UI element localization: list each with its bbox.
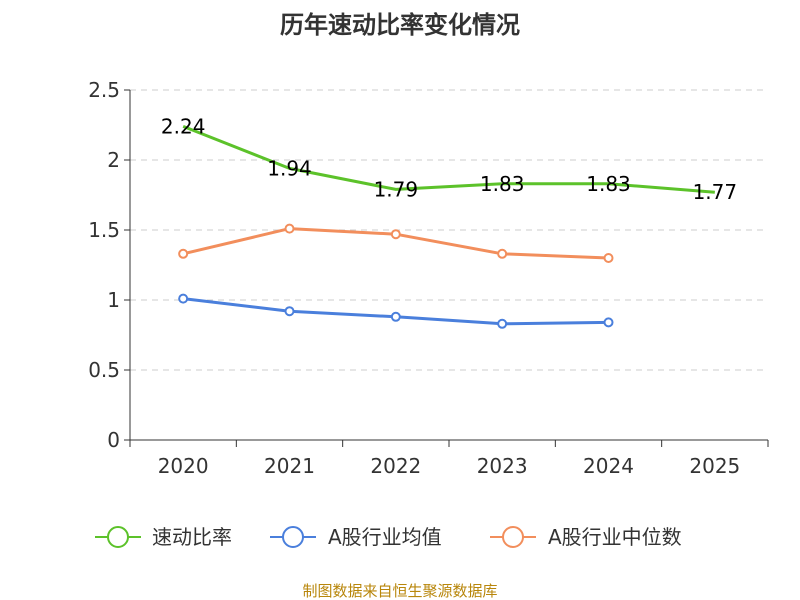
- data-point-1-2021: [284, 306, 295, 317]
- data-point-2-2023: [497, 248, 508, 259]
- x-tick-label-2020: 2020: [158, 454, 209, 478]
- y-tick-label-1: 0.5: [88, 358, 120, 382]
- grid-lines: [130, 89, 768, 371]
- data-point-2-2020: [178, 248, 189, 259]
- data-label-2025: 1.77: [693, 180, 738, 204]
- legend-item-0: 速动比率: [95, 525, 232, 549]
- data-point-1-2023: [497, 318, 508, 329]
- x-tick-label-2021: 2021: [264, 454, 315, 478]
- data-point-2-2022: [390, 229, 401, 240]
- data-label-2022: 1.79: [374, 177, 419, 201]
- legend-item-1: A股行业均值: [270, 525, 442, 549]
- series-layer: 2.24 1.94 1.79 1.83 1.83 1.77: [161, 114, 738, 329]
- x-tick-label-2022: 2022: [370, 454, 421, 478]
- y-tick-label-3: 1.5: [88, 218, 120, 242]
- x-tick-label-2024: 2024: [583, 454, 634, 478]
- legend-marker-1: [282, 526, 304, 548]
- data-label-2021: 1.94: [267, 156, 312, 180]
- source-note: 制图数据来自恒生聚源数据库: [302, 582, 497, 600]
- y-tick-label-4: 2: [107, 148, 120, 172]
- legend: 速动比率 A股行业均值 A股行业中位数: [95, 525, 682, 549]
- legend-label-0: 速动比率: [152, 525, 232, 549]
- x-tick-label-2025: 2025: [689, 454, 740, 478]
- chart-title: 历年速动比率变化情况: [280, 11, 520, 39]
- y-tick-label-2: 1: [107, 288, 120, 312]
- legend-label-1: A股行业均值: [328, 525, 442, 549]
- data-point-1-2024: [603, 317, 614, 328]
- data-point-1-2020: [178, 293, 189, 304]
- data-label-2023: 1.83: [480, 172, 525, 196]
- series-line-0: [182, 125, 715, 194]
- data-label-2024: 1.83: [586, 172, 631, 196]
- legend-label-2: A股行业中位数: [548, 525, 682, 549]
- data-point-2-2024: [603, 253, 614, 263]
- axes: 0 0.5 1 1.5 2 2.5 2020 2021 2022 2023 2024 2025: [88, 78, 769, 478]
- legend-marker-2: [502, 526, 524, 548]
- legend-item-2: A股行业中位数: [490, 525, 682, 549]
- y-tick-label-5: 2.5: [88, 78, 120, 102]
- y-tick-label-0: 0: [107, 428, 120, 452]
- data-label-2020: 2.24: [161, 114, 206, 138]
- data-point-2-2021: [284, 223, 295, 234]
- legend-marker-0: [107, 526, 129, 548]
- data-point-1-2022: [390, 311, 401, 322]
- x-tick-label-2023: 2023: [477, 454, 528, 478]
